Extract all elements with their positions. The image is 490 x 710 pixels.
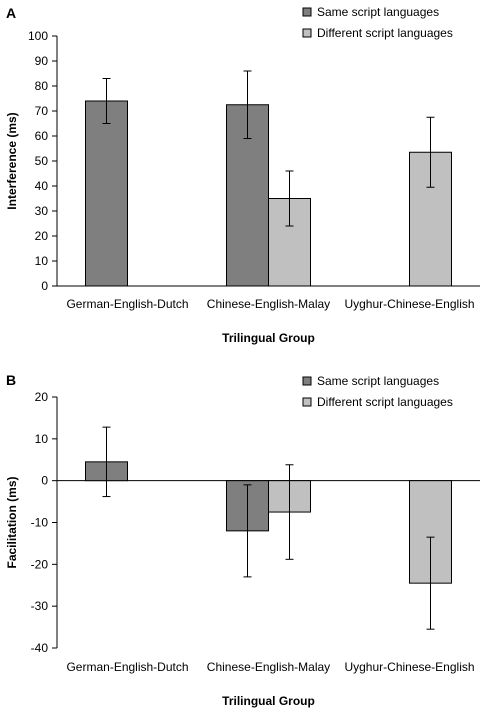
y-tick-label: -40 — [31, 641, 49, 655]
legend-swatch — [302, 28, 312, 38]
legend-label: Different script languages — [317, 395, 453, 409]
y-tick-label: -30 — [31, 599, 49, 613]
x-tick-label: German-English-Dutch — [66, 660, 188, 674]
y-tick-label: 50 — [35, 154, 49, 168]
y-axis-title: Facilitation (ms) — [5, 476, 19, 568]
y-tick-label: 20 — [35, 390, 49, 404]
y-tick-label: -20 — [31, 557, 49, 571]
x-axis-title: Trilingual Group — [222, 331, 315, 345]
y-tick-label: 40 — [35, 179, 49, 193]
x-tick-label: Chinese-English-Malay — [207, 297, 330, 311]
panel-label: A — [6, 5, 16, 21]
x-tick-label: German-English-Dutch — [66, 297, 188, 311]
x-tick-label: Chinese-English-Malay — [207, 660, 330, 674]
y-tick-label: 0 — [41, 474, 48, 488]
legend-swatch — [302, 7, 312, 17]
legend-swatch — [302, 376, 312, 386]
x-axis-title: Trilingual Group — [222, 694, 315, 708]
bar — [226, 104, 269, 287]
chart-panel-a: A 0 10 20 30 40 50 60 70 80 90 100 German-English-Du… — [5, 5, 480, 345]
y-tick-label: 10 — [35, 254, 49, 268]
y-tick-label: 60 — [35, 129, 49, 143]
y-tick-label: 100 — [28, 29, 48, 43]
legend-label: Same script languages — [317, 374, 439, 388]
y-tick-label: -10 — [31, 516, 49, 530]
legend-label: Same script languages — [317, 5, 439, 19]
y-tick-label: 90 — [35, 54, 49, 68]
y-tick-label: 20 — [35, 229, 49, 243]
x-tick-label: Uyghur-Chinese-English — [344, 297, 474, 311]
legend-label: Different script languages — [317, 26, 453, 40]
x-tick-label: Uyghur-Chinese-English — [344, 660, 474, 674]
y-tick-label: 80 — [35, 79, 49, 93]
y-tick-label: 30 — [35, 204, 49, 218]
y-tick-label: 10 — [35, 432, 49, 446]
panel-label: B — [6, 372, 16, 388]
legend-swatch — [302, 397, 312, 407]
y-tick-label: 0 — [41, 279, 48, 293]
y-tick-label: 70 — [35, 104, 49, 118]
chart-panel-b: B -40 -30 -20 -10 0 10 20 German-English-Dutch Ch… — [5, 372, 480, 708]
bar — [85, 100, 128, 287]
y-axis-title: Interference (ms) — [5, 112, 19, 209]
